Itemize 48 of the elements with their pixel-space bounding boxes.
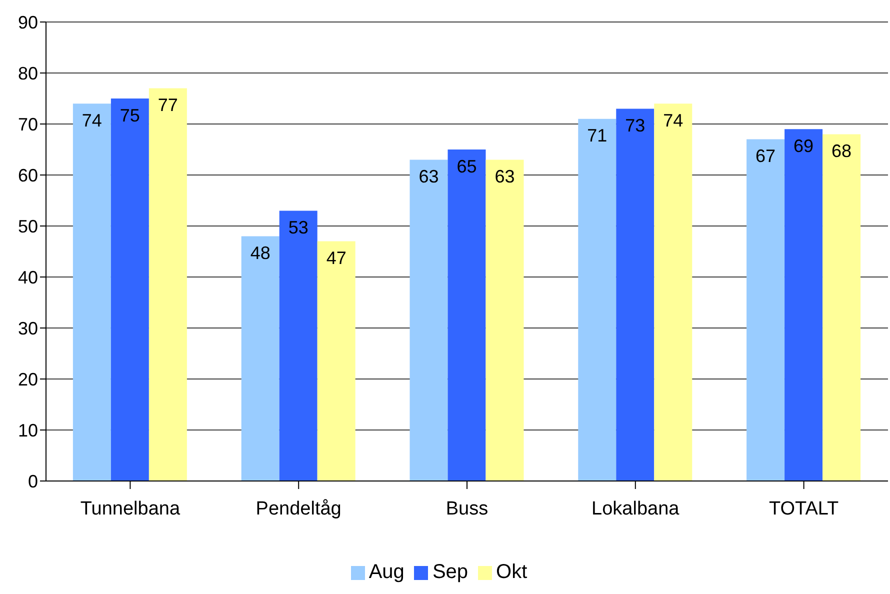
data-label: 69 — [794, 136, 814, 156]
y-tick-label: 40 — [18, 267, 38, 288]
y-tick-label: 30 — [18, 318, 38, 338]
y-tick-label: 0 — [28, 471, 38, 492]
data-label: 77 — [158, 95, 178, 116]
data-label: 68 — [832, 140, 852, 161]
bar — [110, 98, 149, 481]
data-label: 74 — [82, 110, 102, 130]
y-tick-label: 20 — [18, 369, 38, 390]
legend-label: Aug — [368, 561, 404, 583]
bar — [410, 160, 448, 481]
x-tick-label: TOTALT — [768, 498, 840, 520]
bar — [784, 129, 823, 481]
y-tick-label: 90 — [18, 12, 38, 32]
bar — [578, 118, 616, 481]
data-label: 73 — [625, 115, 646, 136]
data-label: 63 — [494, 166, 515, 186]
data-label: 47 — [326, 248, 346, 268]
y-tick-label: 50 — [18, 216, 38, 236]
data-label: 48 — [250, 242, 270, 263]
x-tick-label: Pendeltåg — [256, 498, 342, 520]
data-label: 53 — [288, 217, 308, 238]
bar — [317, 241, 356, 481]
bar — [486, 160, 524, 481]
bar — [746, 139, 785, 481]
data-label: 71 — [587, 126, 608, 146]
legend-label: Sep — [432, 561, 468, 583]
data-label: 63 — [418, 166, 439, 186]
bar — [279, 210, 318, 481]
data-label: 74 — [663, 110, 684, 130]
bar — [448, 150, 486, 481]
bar — [72, 104, 111, 481]
y-tick-label: 60 — [18, 165, 38, 186]
data-label: 75 — [120, 105, 140, 126]
x-tick-label: Lokalbana — [592, 498, 680, 520]
legend-label: Okt — [496, 561, 528, 583]
data-label: 67 — [756, 146, 776, 166]
bar — [241, 236, 280, 481]
x-tick-label: Tunnelbana — [80, 498, 180, 520]
y-tick-label: 70 — [18, 114, 38, 134]
y-tick-label: 80 — [18, 63, 38, 84]
data-label: 65 — [456, 156, 477, 176]
bar — [616, 108, 654, 481]
bar — [148, 88, 187, 481]
x-tick-label: Buss — [446, 498, 488, 520]
y-tick-label: 10 — [18, 420, 38, 440]
bar — [822, 134, 861, 481]
bar — [654, 104, 692, 481]
